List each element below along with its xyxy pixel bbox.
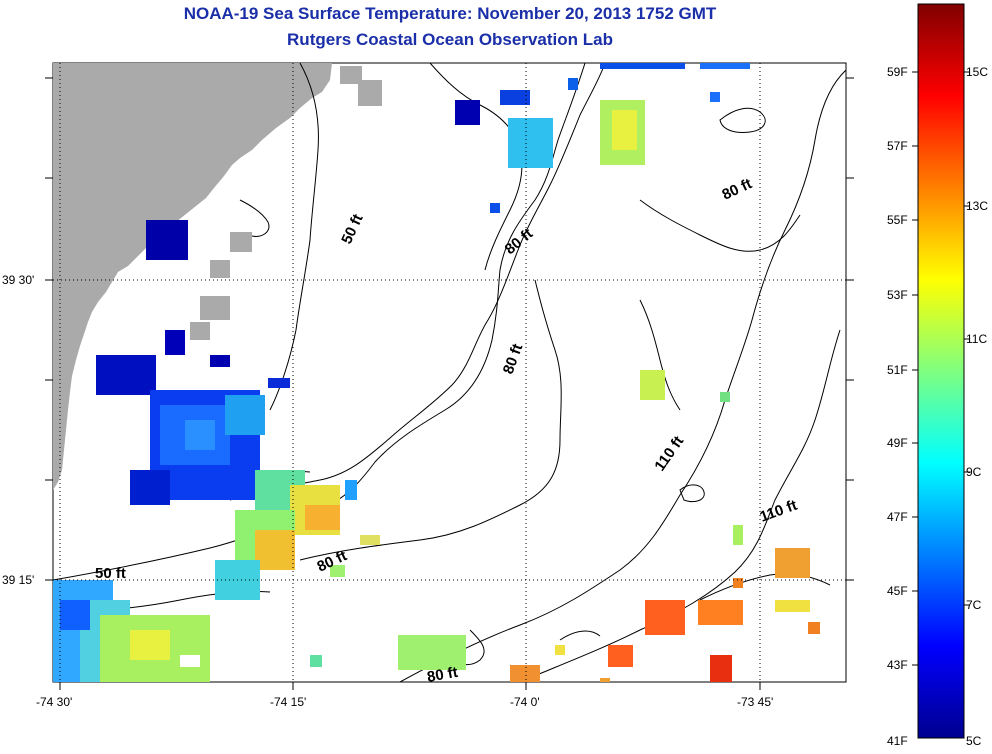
land-islands xyxy=(190,66,382,340)
y-tick-label: 39 30' xyxy=(2,273,35,287)
land-mass xyxy=(53,63,332,490)
colorbar-f-label: 45F xyxy=(887,584,908,598)
map-subtitle: Rutgers Coastal Ocean Observation Lab xyxy=(287,30,613,49)
colorbar-c-label: 7C xyxy=(966,598,982,612)
x-tick-label: -74 15' xyxy=(270,695,307,709)
contour-label: 50 ft xyxy=(95,565,126,582)
colorbar-c-label: 13C xyxy=(966,199,989,213)
colorbar-f-label: 57F xyxy=(887,139,908,153)
x-tick-label: -74 30' xyxy=(36,695,73,709)
colorbar-f-label: 43F xyxy=(887,658,908,672)
axis-ticks xyxy=(45,77,854,690)
colorbar-c-label: 5C xyxy=(966,734,982,748)
colorbar-f-label: 49F xyxy=(887,436,908,450)
grid xyxy=(53,63,846,682)
contour-label: 80 ft xyxy=(426,664,459,686)
x-tick-label: -74 0' xyxy=(510,695,540,709)
colorbar-f-label: 41F xyxy=(887,734,908,748)
bathymetry-contours xyxy=(53,63,846,682)
colorbar-c-label: 11C xyxy=(966,332,988,346)
colorbar-c-label: 9C xyxy=(966,465,982,479)
colorbar xyxy=(917,3,965,739)
colorbar-f-label: 55F xyxy=(887,213,908,227)
colorbar-c-label: 15C xyxy=(966,65,989,79)
colorbar-f-label: 53F xyxy=(887,288,908,302)
colorbar-f-label: 59F xyxy=(887,65,908,79)
sst-pixels xyxy=(53,63,820,682)
x-tick-label: -73 45' xyxy=(737,695,774,709)
y-tick-label: 39 15' xyxy=(2,573,35,587)
colorbar-f-label: 51F xyxy=(887,363,908,377)
colorbar-ticks xyxy=(912,71,970,666)
map-title: NOAA-19 Sea Surface Temperature: Novembe… xyxy=(183,4,717,23)
colorbar-f-label: 47F xyxy=(887,510,908,524)
